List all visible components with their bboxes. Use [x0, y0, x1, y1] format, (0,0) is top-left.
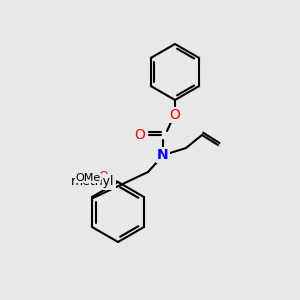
Text: methyl: methyl: [71, 176, 115, 188]
Text: O: O: [98, 170, 108, 184]
Text: O: O: [135, 128, 146, 142]
Text: O: O: [169, 108, 180, 122]
Text: N: N: [157, 148, 169, 162]
Text: OMe: OMe: [75, 173, 100, 183]
